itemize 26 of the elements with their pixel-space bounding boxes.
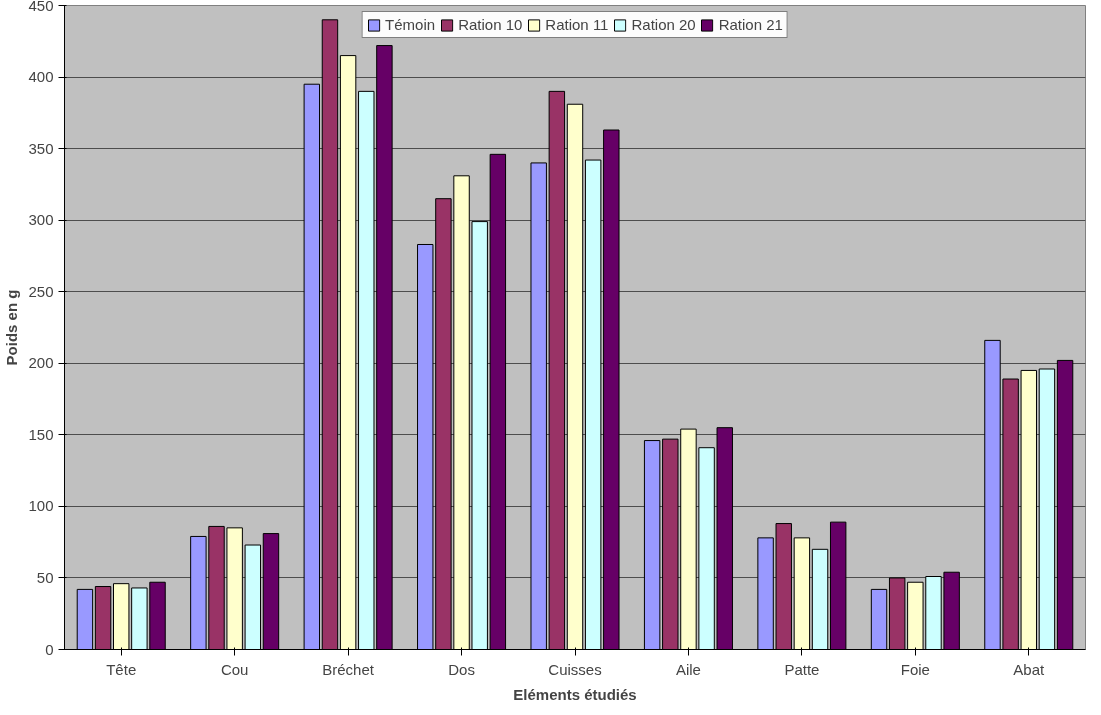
legend-label: Ration 21 [718,16,783,33]
y-tick-label: 450 [28,0,54,14]
x-tick-label: Bréchet [322,660,375,678]
legend-label: Ration 11 [545,16,609,33]
y-tick-label: 400 [28,68,54,86]
legend-label: Ration 20 [631,16,696,33]
x-tick-label: Dos [448,660,475,678]
x-tick-label: Cou [220,660,249,678]
y-tick-label: 300 [28,211,54,229]
y-tick-label: 350 [28,139,54,157]
y-tick-label: 100 [28,497,54,515]
x-tick-label: Tête [106,660,137,678]
x-tick-label: Aile [675,660,701,678]
y-tick-label: 250 [28,282,54,300]
y-tick-label: 50 [36,568,54,586]
x-tick-label: Cuisses [548,660,602,678]
x-axis-title: Eléments étudiés [513,685,637,703]
y-axis-title: Poids en g [3,289,21,366]
x-tick-label: Foie [900,660,930,678]
x-tick-label: Patte [784,660,820,678]
y-tick-label: 150 [28,425,54,443]
legend-label: Ration 10 [458,16,523,33]
y-tick-label: 200 [28,354,54,372]
legend-label: Témoin [385,16,436,33]
x-tick-label: Abat [1013,660,1046,678]
y-tick-label: 0 [45,640,54,658]
